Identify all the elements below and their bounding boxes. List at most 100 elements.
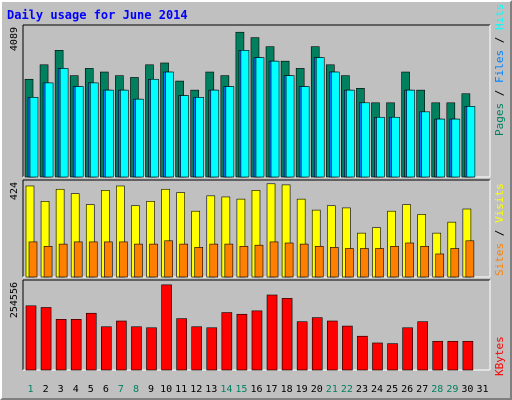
- x-tick-label: 6: [103, 384, 109, 395]
- x-tick-label: 16: [250, 384, 262, 395]
- bar-kbytes: [191, 326, 203, 371]
- bar-hits: [165, 71, 174, 178]
- x-tick-label: 9: [148, 384, 154, 395]
- bar-hits: [135, 98, 144, 178]
- bar-sites: [88, 241, 98, 278]
- bar-kbytes: [206, 327, 218, 371]
- legend-entry: Sites: [493, 243, 506, 276]
- y-max-label-0: 4089: [9, 27, 20, 51]
- x-tick-label: 7: [118, 384, 124, 395]
- x-tick-label: 24: [371, 384, 383, 395]
- bar-hits: [225, 86, 235, 178]
- bar-sites: [299, 243, 309, 278]
- bar-sites: [58, 243, 68, 278]
- bar-hits: [120, 89, 129, 178]
- legend-separator: /: [493, 223, 506, 243]
- bar-sites: [134, 243, 143, 278]
- bar-hits: [436, 118, 446, 178]
- legend-separator: /: [493, 30, 506, 50]
- bar-kbytes: [357, 335, 368, 371]
- x-tick-label: 3: [58, 384, 64, 395]
- x-tick-label: 30: [461, 384, 473, 395]
- bar-kbytes: [342, 325, 353, 371]
- bar-kbytes: [116, 320, 127, 371]
- bar-kbytes: [296, 321, 308, 371]
- x-tick-label: 31: [476, 384, 488, 395]
- bar-kbytes: [131, 326, 142, 371]
- bar-hits: [376, 116, 385, 178]
- x-tick-label: 15: [235, 384, 247, 395]
- bar-hits: [44, 82, 54, 178]
- y-max-label-1: 424: [9, 182, 20, 200]
- bar-sites: [450, 248, 460, 278]
- bar-kbytes: [70, 319, 82, 371]
- bar-sites: [314, 245, 324, 278]
- x-tick-label: 20: [311, 384, 323, 395]
- bar-kbytes: [311, 317, 323, 371]
- legend-1: Sites / Visits: [493, 183, 506, 276]
- x-tick-label: 5: [88, 384, 94, 395]
- bar-sites: [345, 248, 354, 278]
- bar-kbytes: [221, 312, 233, 371]
- bar-kbytes: [326, 320, 338, 371]
- x-tick-label: 19: [296, 384, 308, 395]
- bar-sites: [375, 248, 384, 278]
- legend-entry: KBytes: [493, 336, 506, 376]
- x-tick-label: 21: [326, 384, 338, 395]
- bar-hits: [391, 116, 400, 178]
- bar-sites: [360, 248, 369, 278]
- x-tick-label: 10: [160, 384, 172, 395]
- x-tick-label: 25: [386, 384, 398, 395]
- bar-hits: [300, 86, 310, 178]
- bar-kbytes: [146, 327, 157, 371]
- bar-kbytes: [266, 294, 278, 371]
- bar-kbytes: [462, 340, 474, 371]
- bar-kbytes: [372, 342, 383, 371]
- bar-sites: [254, 244, 264, 278]
- x-tick-label: 1: [28, 384, 34, 395]
- bar-hits: [346, 89, 355, 178]
- x-tick-label: 18: [281, 384, 293, 395]
- legend-entry: Files: [493, 50, 506, 83]
- bar-kbytes: [101, 326, 112, 371]
- bar-sites: [164, 240, 173, 278]
- bar-sites: [224, 243, 234, 278]
- bar-sites: [420, 245, 429, 278]
- x-tick-label: 27: [416, 384, 428, 395]
- bar-hits: [330, 71, 340, 178]
- bar-kbytes: [417, 321, 428, 371]
- bar-hits: [466, 106, 476, 178]
- bar-hits: [421, 111, 430, 178]
- bar-kbytes: [251, 310, 263, 371]
- bar-sites: [405, 242, 414, 278]
- x-tick-label: 13: [205, 384, 217, 395]
- legend-entry: Visits: [493, 183, 506, 223]
- bar-sites: [119, 241, 128, 278]
- bar-sites: [390, 245, 399, 278]
- bar-hits: [210, 89, 220, 178]
- bar-sites: [149, 243, 158, 278]
- bar-sites: [73, 241, 83, 278]
- x-tick-label: 4: [73, 384, 79, 395]
- bar-hits: [59, 68, 69, 178]
- bar-hits: [406, 89, 415, 178]
- bar-sites: [284, 242, 294, 278]
- bar-hits: [180, 95, 189, 178]
- x-tick-label: 12: [190, 384, 202, 395]
- bar-sites: [179, 243, 188, 278]
- x-tick-label: 29: [446, 384, 458, 395]
- bar-sites: [435, 253, 445, 278]
- bar-hits: [89, 82, 99, 178]
- legend-0: Pages / Files / Hits: [493, 4, 506, 137]
- x-tick-label: 28: [431, 384, 443, 395]
- bar-kbytes: [432, 340, 444, 371]
- bar-kbytes: [176, 318, 187, 371]
- bar-sites: [104, 241, 113, 278]
- bar-sites: [194, 247, 204, 278]
- bar-hits: [150, 78, 159, 178]
- bar-hits: [195, 97, 205, 178]
- bar-hits: [315, 57, 325, 178]
- x-tick-label: 8: [133, 384, 139, 395]
- legend-2: KBytes: [493, 336, 506, 376]
- bar-kbytes: [447, 340, 459, 371]
